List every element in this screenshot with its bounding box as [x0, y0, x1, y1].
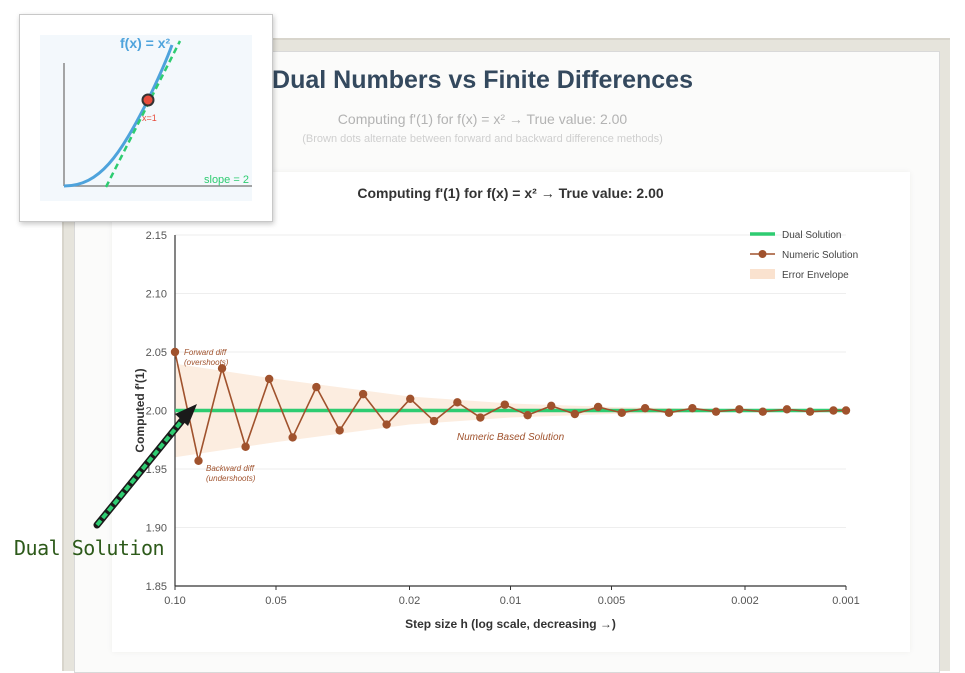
y-tick-label: 2.10: [146, 289, 167, 301]
numeric-point: [500, 400, 509, 409]
inset-slope-label: slope = 2: [204, 174, 249, 186]
legend-numeric-swatch-dot: [758, 250, 767, 258]
x-tick-label: 0.05: [265, 595, 286, 607]
numeric-point: [476, 413, 485, 422]
numeric-point: [735, 405, 744, 414]
numeric-point: [312, 382, 321, 392]
numeric-point: [429, 416, 439, 426]
numeric-point: [170, 347, 180, 357]
callout-arrow-body: [95, 410, 191, 527]
annotation-backward-diff: Backward diff: [206, 464, 255, 473]
numeric-point: [382, 420, 391, 429]
numeric-point: [593, 402, 603, 412]
numeric-point: [547, 401, 556, 411]
numeric-point: [335, 426, 344, 435]
numeric-point: [805, 407, 815, 416]
numeric-point: [264, 374, 274, 384]
function-inset: f(x) = x² x=1 slope = 2: [19, 14, 273, 222]
numeric-point: [523, 410, 532, 420]
y-tick-label: 1.95: [146, 464, 167, 476]
page-note: (Brown dots alternate between forward an…: [302, 133, 663, 145]
x-tick-label: 0.001: [832, 595, 860, 607]
annotation-forward-overshoots: (overshoots): [184, 358, 229, 367]
numeric-point: [217, 364, 227, 373]
x-tick-label: 0.002: [731, 595, 759, 607]
x-tick-label: 0.005: [598, 595, 626, 607]
y-axis-label: Computed f'(1): [133, 368, 147, 452]
numeric-point: [358, 389, 368, 399]
inset-point-marker: [141, 93, 155, 107]
numeric-point: [664, 408, 674, 418]
inset-func-label: f(x) = x²: [120, 35, 171, 51]
annotation-numeric-based: Numeric Based Solution: [457, 432, 565, 443]
numeric-point: [194, 456, 203, 466]
y-tick-label: 2.00: [146, 406, 167, 418]
numeric-point: [406, 394, 415, 403]
annotation-forward-diff: Forward diff: [184, 348, 227, 357]
y-tick-label: 1.85: [146, 581, 167, 593]
x-tick-label: 0.01: [500, 595, 521, 607]
numeric-point: [617, 408, 626, 418]
y-tick-label: 2.05: [146, 347, 167, 359]
x-tick-label: 0.02: [399, 595, 420, 607]
y-tick-label: 1.90: [146, 523, 167, 535]
numeric-point: [453, 398, 462, 407]
numeric-point: [688, 403, 697, 413]
y-tick-label: 2.15: [146, 230, 167, 242]
numeric-point: [829, 406, 838, 415]
inset-point-label: x=1: [142, 113, 157, 123]
x-tick-label: 0.10: [164, 595, 185, 607]
numeric-point: [758, 407, 768, 416]
numeric-point: [570, 409, 580, 419]
callout-arrow-head: [175, 404, 197, 426]
annotation-backward-undershoots: (undershoots): [206, 474, 256, 483]
legend-envelope-label: Error Envelope: [782, 270, 849, 281]
x-axis-label: Step size h (log scale, decreasing →): [405, 617, 616, 631]
numeric-point: [782, 405, 792, 414]
numeric-point: [241, 442, 250, 451]
inset-parabola: [63, 44, 174, 188]
chart-title: Computing f'(1) for f(x) = x² → True val…: [357, 185, 664, 201]
inset-tangent-line: [104, 40, 182, 188]
dual-solution-callout: Dual Solution: [14, 536, 165, 560]
legend-numeric-label: Numeric Solution: [782, 250, 858, 261]
inset-plot-area: [40, 35, 252, 201]
numeric-point: [841, 406, 851, 415]
legend-dual-label: Dual Solution: [782, 230, 841, 241]
numeric-point: [711, 407, 721, 416]
numeric-point: [288, 433, 297, 442]
legend-envelope-swatch: [750, 269, 775, 279]
page-title: Dual Numbers vs Finite Differences: [272, 66, 693, 94]
numeric-point: [640, 403, 650, 413]
page-subtitle: Computing f'(1) for f(x) = x² → True val…: [337, 111, 628, 127]
